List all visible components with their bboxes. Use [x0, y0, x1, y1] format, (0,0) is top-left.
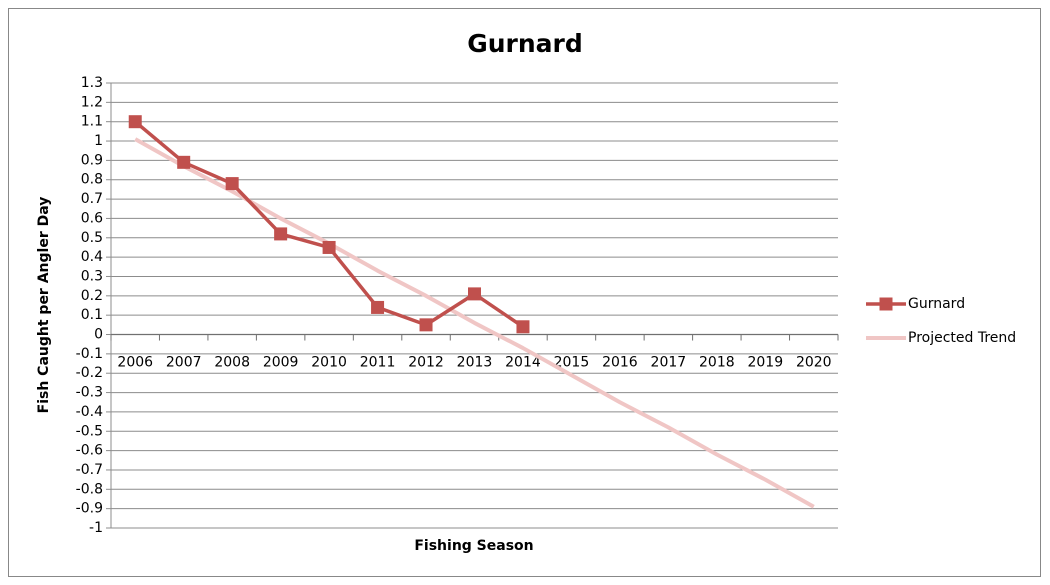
y-tick-label: -0.1 [76, 346, 103, 362]
y-tick-label: -1 [89, 520, 103, 536]
y-tick-label: 0.8 [81, 172, 103, 188]
x-tick-label: 2020 [796, 355, 832, 371]
y-tick-label: -0.6 [76, 443, 103, 459]
y-tick-label: -0.3 [76, 385, 103, 401]
y-tick-label: -0.7 [76, 462, 103, 478]
y-tick-label: 1 [94, 133, 103, 149]
y-tick-label: 0 [94, 327, 103, 343]
y-tick-label: 0.5 [81, 230, 103, 246]
y-tick-label: -0.8 [76, 481, 103, 497]
point-marker [177, 155, 191, 169]
x-tick-label: 2016 [602, 355, 638, 371]
chart-frame [8, 8, 1041, 577]
x-tick-label: 2017 [651, 355, 687, 371]
y-tick-label: 1.3 [81, 75, 103, 91]
point-marker [516, 320, 530, 334]
y-tick-label: -0.2 [76, 365, 103, 381]
y-tick-label: 0.1 [81, 307, 103, 323]
x-tick-label: 2008 [214, 355, 250, 371]
y-tick-label: 0.4 [81, 249, 103, 265]
x-tick-label: 2007 [166, 355, 202, 371]
point-marker [128, 115, 142, 129]
point-marker [371, 300, 385, 314]
y-tick-label: 1.1 [81, 114, 103, 130]
x-tick-label: 2009 [263, 355, 299, 371]
point-marker [322, 240, 336, 254]
chart-title: Gurnard [467, 29, 583, 58]
y-tick-label: 0.6 [81, 210, 103, 226]
x-tick-label: 2012 [408, 355, 444, 371]
point-marker [419, 318, 433, 332]
x-tick-label: 2006 [117, 355, 153, 371]
point-marker [225, 177, 239, 191]
y-tick-label: 0.2 [81, 288, 103, 304]
y-tick-label: -0.5 [76, 423, 103, 439]
y-tick-label: 0.9 [81, 152, 103, 168]
x-tick-label: 2019 [747, 355, 783, 371]
y-tick-label: -0.9 [76, 501, 103, 517]
x-tick-label: 2014 [505, 355, 541, 371]
y-tick-label: 0.3 [81, 268, 103, 284]
x-axis-title: Fishing Season [414, 538, 533, 554]
legend-swatch-marker [879, 297, 893, 311]
x-tick-label: 2010 [311, 355, 347, 371]
y-axis-title: Fish Caught per Angler Day [36, 197, 52, 414]
y-tick-label: 0.7 [81, 191, 103, 207]
x-tick-label: 2018 [699, 355, 735, 371]
legend-label: Projected Trend [908, 330, 1016, 346]
point-marker [274, 227, 288, 241]
y-tick-label: -0.4 [76, 404, 103, 420]
x-tick-label: 2011 [360, 355, 396, 371]
legend-label: Gurnard [908, 296, 965, 312]
point-marker [468, 287, 481, 301]
y-tick-label: 1.2 [81, 94, 103, 110]
x-tick-label: 2013 [457, 355, 493, 371]
x-tick-label: 2015 [554, 355, 590, 371]
